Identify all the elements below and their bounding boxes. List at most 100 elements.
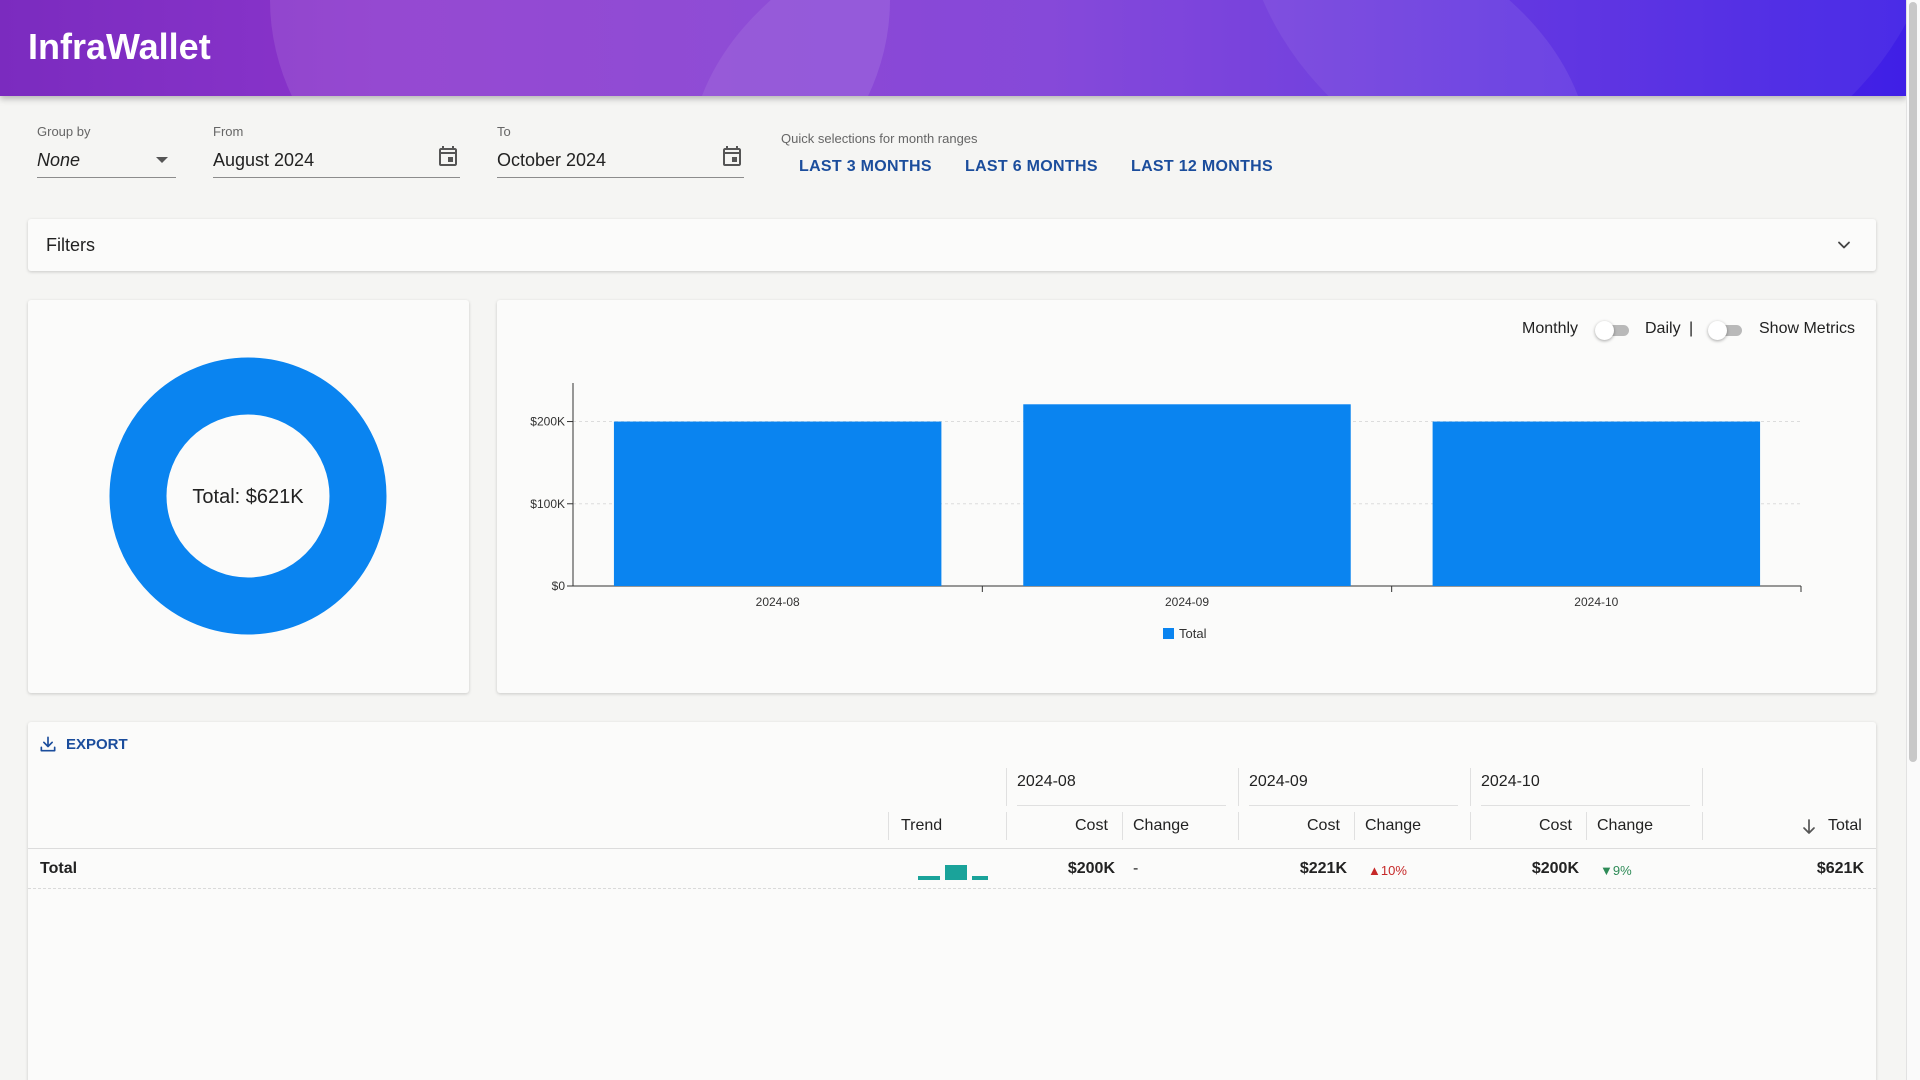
cost-cell: $200K — [1067, 860, 1115, 877]
caret-down-icon — [156, 157, 168, 163]
toggle-divider: | — [1689, 320, 1694, 337]
change-cell-decrease: ▼9% — [1600, 863, 1632, 878]
change-value: 10% — [1380, 863, 1407, 878]
column-separator — [1122, 812, 1123, 840]
group-by-label: Group by — [37, 124, 91, 139]
calendar-icon[interactable] — [436, 145, 460, 169]
donut-chart-card: Total: $621K — [28, 300, 469, 693]
column-separator — [888, 812, 889, 840]
app-header: InfraWallet — [0, 0, 1906, 96]
legend-label: Total — [1179, 626, 1207, 641]
header-decoration — [690, 0, 1590, 96]
trend-bar — [918, 876, 940, 880]
from-label: From — [213, 124, 244, 139]
trend-header: Trend — [901, 817, 943, 834]
month-header: 2024-08 — [1017, 773, 1076, 790]
change-header[interactable]: Change — [1365, 817, 1422, 834]
download-icon — [40, 736, 56, 752]
total-header[interactable]: Total — [1828, 817, 1862, 834]
total-cell: $621K — [1816, 860, 1864, 877]
cost-header[interactable]: Cost — [1075, 817, 1108, 834]
row-name: Total — [40, 860, 78, 877]
header-underline — [1249, 805, 1458, 806]
cost-table: EXPORT 2024-08 2024-09 2024-10 Trend Cos… — [28, 722, 1876, 1080]
cost-header[interactable]: Cost — [1539, 817, 1572, 834]
filters-label: Filters — [46, 235, 95, 255]
month-header: 2024-09 — [1249, 773, 1308, 790]
last-12-months-button[interactable]: LAST 12 MONTHS — [1131, 158, 1273, 175]
chevron-down-icon[interactable] — [1834, 235, 1854, 255]
export-label: EXPORT — [66, 736, 128, 753]
switch-knob — [1595, 321, 1614, 340]
calendar-icon[interactable] — [720, 145, 744, 169]
from-date-field[interactable]: August 2024 — [213, 143, 460, 178]
header-underline — [1017, 805, 1226, 806]
sort-arrow-down-icon[interactable] — [1801, 818, 1817, 836]
bar-chart-card: Monthly Daily | Show Metrics $0 $100K $200… — [497, 300, 1876, 693]
monthly-daily-switch[interactable] — [1595, 321, 1631, 340]
daily-label: Daily — [1645, 320, 1681, 337]
column-separator — [1006, 812, 1007, 840]
last-6-months-button[interactable]: LAST 6 MONTHS — [965, 158, 1098, 175]
donut-chart: Total: $621K — [109, 357, 387, 635]
column-separator — [1238, 768, 1239, 806]
change-header[interactable]: Change — [1597, 817, 1654, 834]
to-date-field[interactable]: October 2024 — [497, 143, 744, 178]
x-tick-label: 2024-09 — [1165, 595, 1209, 609]
change-cell-increase: ▲10% — [1368, 863, 1407, 878]
switch-knob — [1708, 321, 1727, 340]
to-label: To — [497, 124, 511, 139]
cost-cell: $221K — [1299, 860, 1347, 877]
show-metrics-label: Show Metrics — [1759, 320, 1856, 337]
column-separator — [1470, 812, 1471, 840]
show-metrics-switch[interactable] — [1708, 321, 1744, 340]
header-decoration — [1240, 0, 1906, 96]
y-tick-label: $200K — [530, 415, 565, 429]
bar[interactable] — [613, 421, 942, 586]
column-separator — [1006, 768, 1007, 806]
cost-header[interactable]: Cost — [1307, 817, 1340, 834]
last-3-months-button[interactable]: LAST 3 MONTHS — [799, 158, 932, 175]
change-cell: - — [1133, 860, 1139, 877]
scrollbar-thumb[interactable] — [1909, 2, 1917, 762]
column-separator — [1702, 768, 1703, 806]
y-tick-label: $100K — [530, 497, 565, 511]
x-tick-label: 2024-08 — [756, 595, 800, 609]
donut-slice-total[interactable] — [109, 357, 387, 635]
header-decoration — [270, 0, 890, 96]
header-underline — [1481, 805, 1690, 806]
column-separator — [1702, 812, 1703, 840]
change-value: 9% — [1612, 863, 1632, 878]
group-by-select[interactable]: None — [37, 143, 176, 178]
group-by-value: None — [37, 150, 81, 170]
from-date-value: August 2024 — [213, 150, 315, 170]
triangle-up-icon: ▲ — [1368, 863, 1381, 878]
column-separator — [1238, 812, 1239, 840]
header-bottom-border — [28, 848, 1876, 849]
column-separator — [1470, 768, 1471, 806]
bar[interactable] — [1432, 421, 1761, 586]
trend-bar — [945, 865, 967, 880]
y-tick-label: $0 — [552, 579, 566, 593]
cost-cell: $200K — [1531, 860, 1579, 877]
bar-chart: $0 $100K $200K 2024-08 2024-09 2024-10 Total — [530, 383, 1802, 641]
x-tick-label: 2024-10 — [1574, 595, 1618, 609]
donut-total-label: Total: $621K — [192, 486, 304, 508]
switch-track — [1599, 325, 1629, 336]
app-title: InfraWallet — [28, 26, 211, 67]
month-header: 2024-10 — [1481, 773, 1540, 790]
monthly-label: Monthly — [1522, 320, 1579, 337]
triangle-down-icon: ▼ — [1600, 863, 1613, 878]
trend-bar — [972, 876, 988, 880]
bar[interactable] — [1023, 404, 1351, 586]
column-separator — [1354, 812, 1355, 840]
column-separator — [1586, 812, 1587, 840]
trend-sparkline — [918, 865, 988, 880]
filters-accordion[interactable]: Filters — [28, 219, 1876, 271]
switch-track — [1712, 325, 1742, 336]
change-header[interactable]: Change — [1133, 817, 1190, 834]
row-border — [28, 888, 1876, 889]
legend-swatch — [1163, 628, 1174, 639]
to-date-value: October 2024 — [497, 150, 607, 170]
